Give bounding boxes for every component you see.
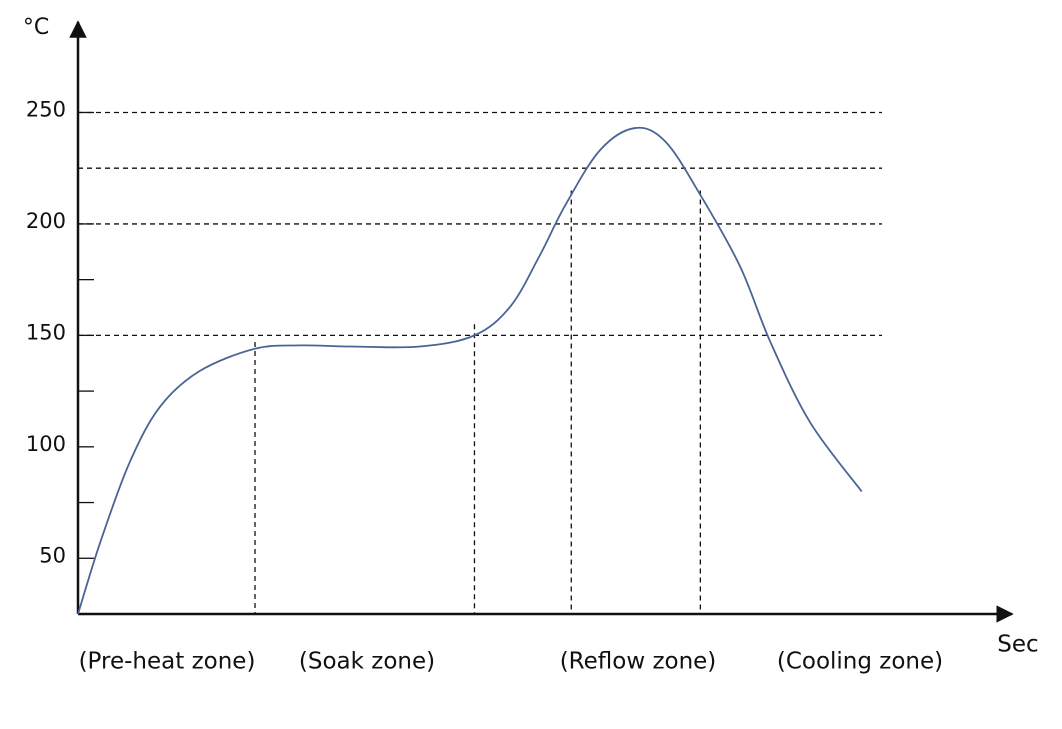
zone-label: (Soak zone) [299, 649, 435, 675]
y-tick-label: 150 [26, 320, 66, 344]
y-tick-label: 200 [26, 209, 66, 233]
y-axis-label: °C [23, 15, 49, 40]
x-axis-label: Sec [997, 632, 1038, 658]
y-tick-label: 250 [26, 97, 66, 121]
temperature-curve [77, 126, 863, 615]
zone-label: (Pre-heat zone) [79, 649, 256, 675]
y-tick-label: 100 [26, 432, 66, 456]
zone-label: (Reflow zone) [560, 649, 717, 675]
zone-label: (Cooling zone) [777, 649, 943, 675]
y-tick-label: 50 [39, 543, 66, 567]
